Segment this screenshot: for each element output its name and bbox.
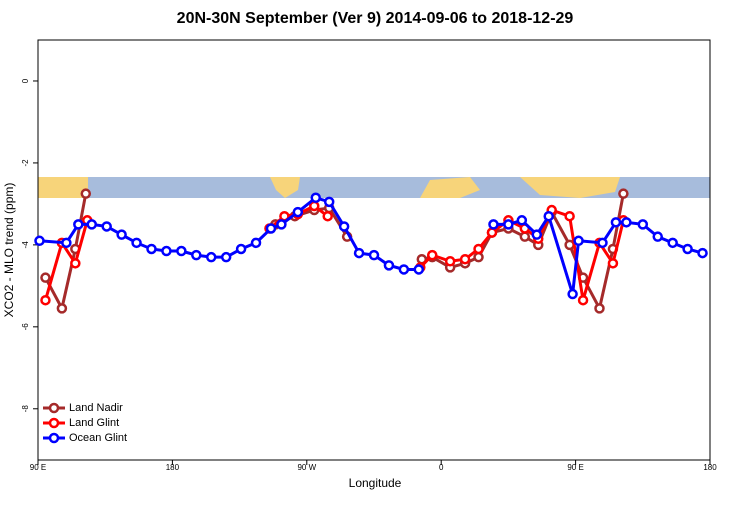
point [131,237,142,249]
legend-label: Land Glint [69,417,119,429]
point [543,210,554,222]
point [116,229,127,240]
point [610,217,622,228]
point [40,294,51,306]
point [250,237,262,249]
point [577,294,589,306]
y-tick-label: -6 [21,323,30,331]
legend-marker [48,432,60,444]
point [101,221,112,232]
map-strip [38,177,710,198]
point [486,227,498,238]
point [86,219,98,230]
point [594,303,605,314]
point [413,264,425,275]
point [503,219,514,230]
point [473,243,484,255]
point [276,219,287,230]
point [697,247,708,259]
x-tick-label: 180 [166,463,180,472]
legend-marker [48,417,60,429]
legend-marker [48,402,60,414]
point [519,231,531,242]
legend-label: Land Nadir [69,402,123,414]
point [61,237,72,249]
point [322,210,333,222]
point [383,260,395,271]
point [56,303,68,314]
point [34,235,45,247]
point [368,249,380,261]
point [161,245,172,257]
y-axis-label: XCO2 - MLO trend (ppm) [2,183,16,318]
point [235,243,247,255]
point [488,219,499,230]
y-tick-label: -4 [21,241,30,249]
x-tick-label: 90 E [30,463,46,472]
point [618,188,629,199]
point [567,288,578,300]
point [309,200,320,212]
point [573,235,584,247]
point [338,221,350,232]
point [70,258,81,269]
point [682,243,693,255]
point [652,231,663,242]
point [597,237,608,249]
point [323,196,335,208]
point [40,272,51,283]
point [607,258,619,269]
point [205,251,217,263]
point [564,210,575,222]
point [426,249,438,261]
x-tick-label: 0 [439,463,444,472]
point [444,256,456,267]
series-line [44,204,625,301]
point [176,245,187,257]
point [146,243,157,255]
point [459,253,471,265]
point [473,251,484,263]
x-axis-label: Longitude [349,476,402,490]
y-tick-label: -8 [21,405,30,413]
point [353,247,365,259]
x-tick-label: 90 E [567,463,583,472]
point [637,219,649,230]
chart-title: 20N-30N September (Ver 9) 2014-09-06 to … [177,10,574,27]
x-tick-label: 180 [703,463,717,472]
point [220,251,232,263]
plot-frame [37,39,711,461]
point [516,215,528,226]
point [292,206,304,218]
legend-label: Ocean Glint [69,432,127,444]
point [80,188,92,199]
point [667,237,678,249]
point [531,229,543,240]
point [310,192,322,204]
point [73,219,84,230]
point [265,223,277,234]
x-tick-label: 90 W [297,463,316,472]
point [398,264,410,275]
point [621,217,632,228]
point [191,249,202,261]
y-tick-label: -2 [21,159,30,167]
y-tick-label: 0 [21,78,30,83]
